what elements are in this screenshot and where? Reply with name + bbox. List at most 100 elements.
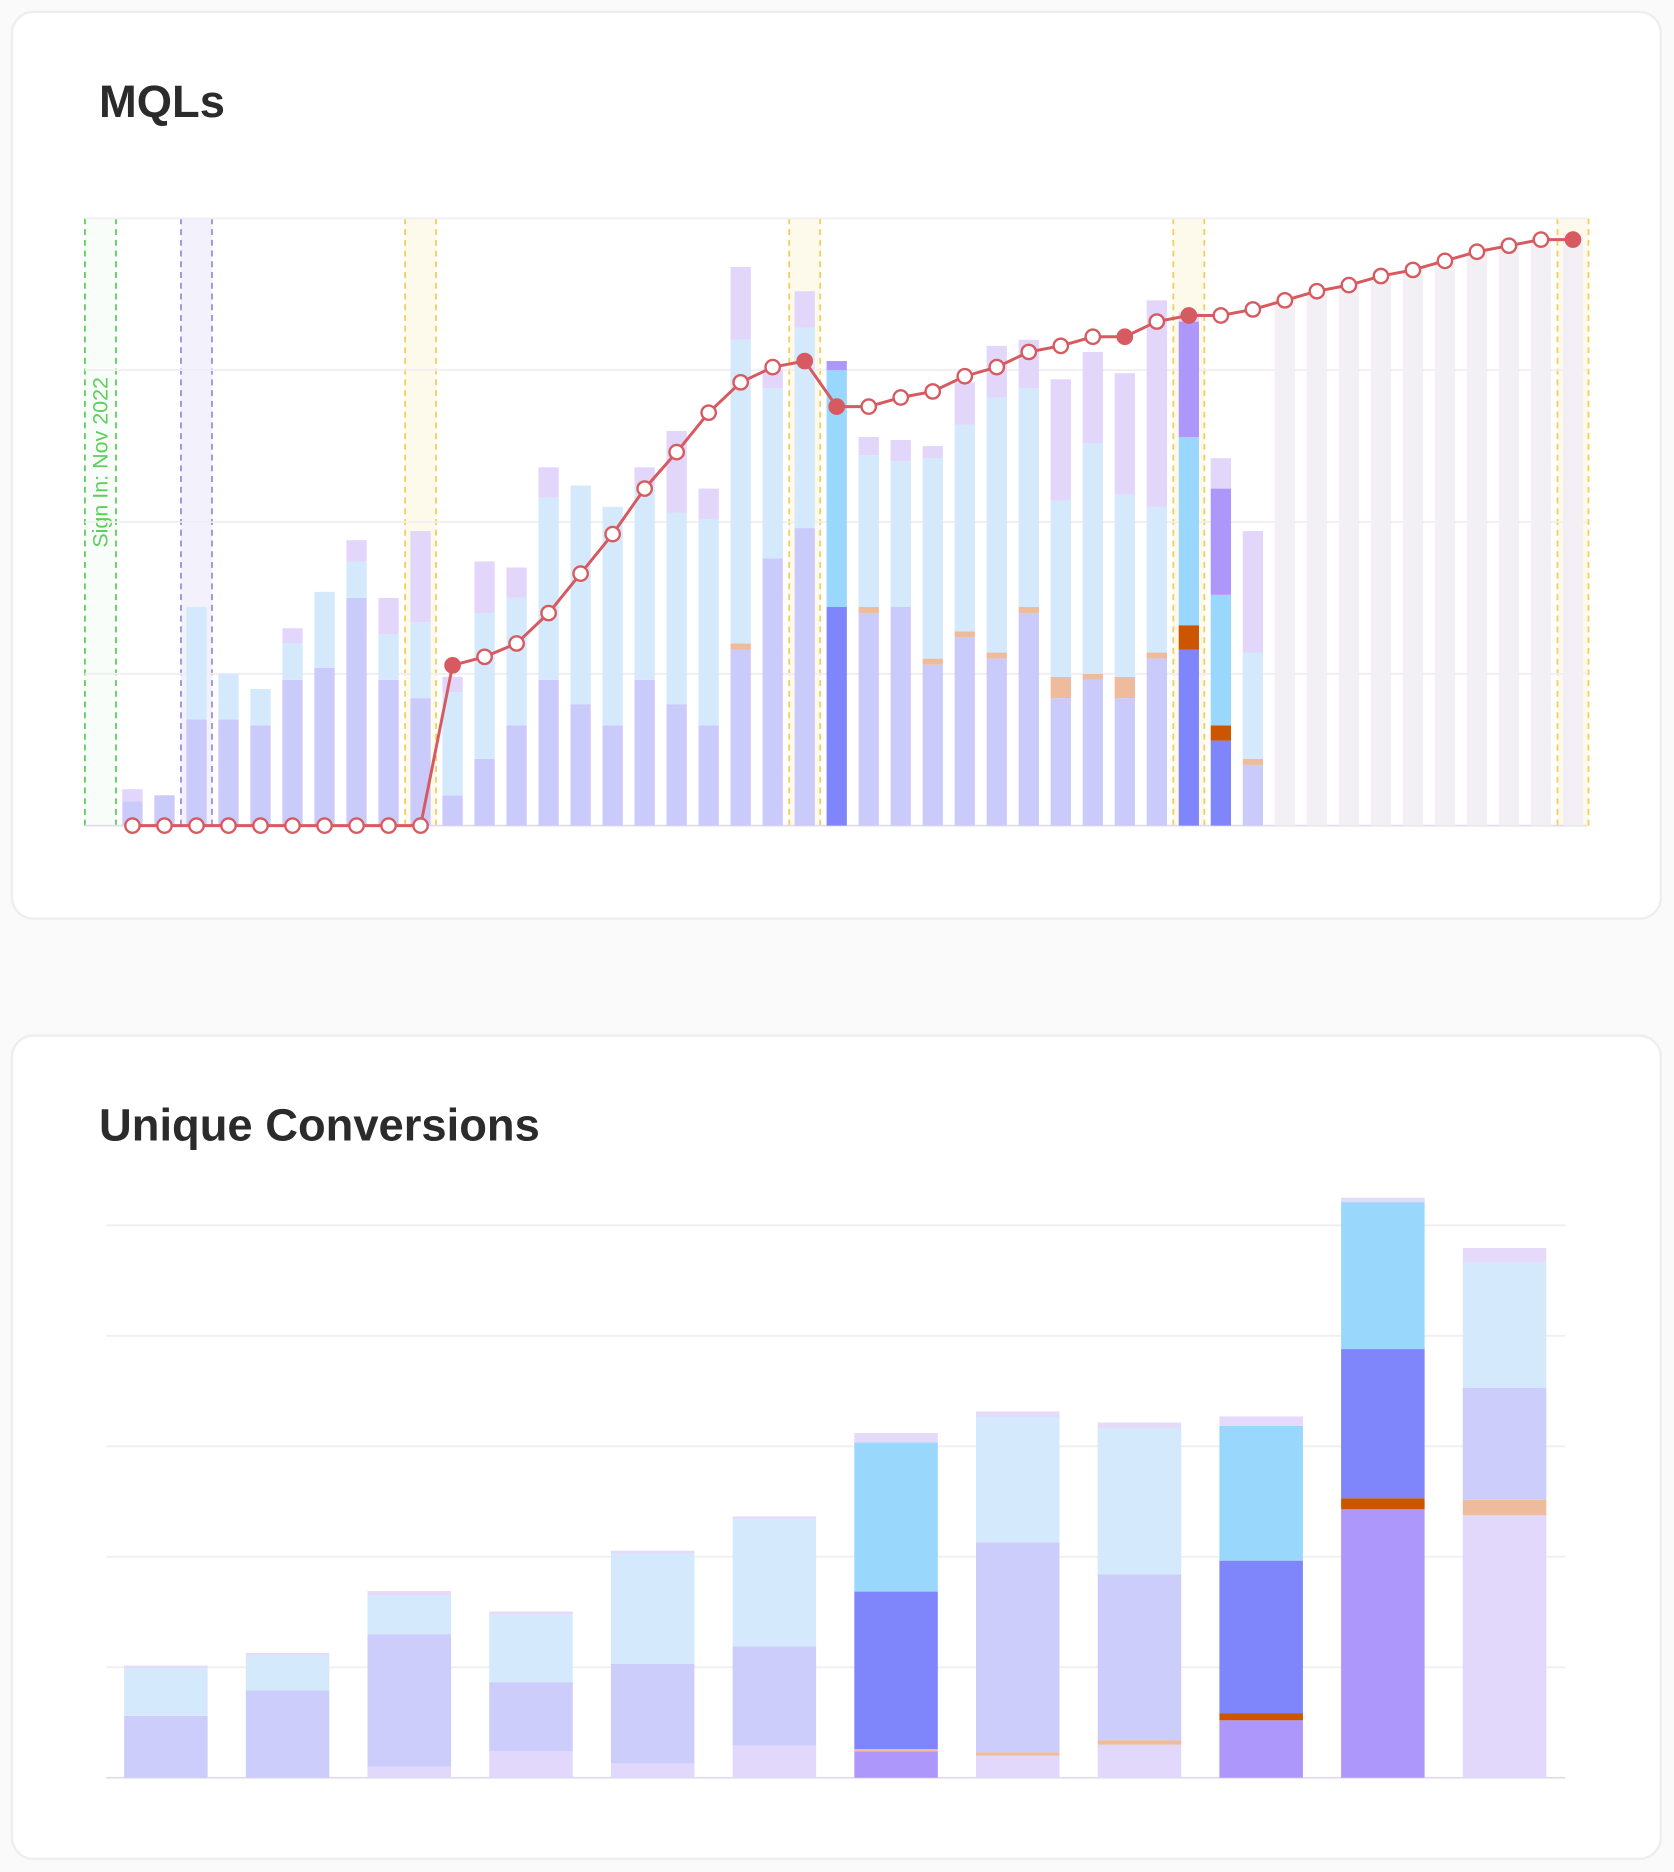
bar-segment	[538, 467, 559, 498]
bar-segment	[890, 440, 911, 462]
bar-segment	[1114, 494, 1135, 677]
line-point	[444, 656, 461, 674]
bar-segment	[730, 266, 751, 340]
bar-segment	[762, 558, 783, 826]
bar-segment	[1097, 1574, 1182, 1741]
bar-segment	[1242, 764, 1264, 826]
bar-segment	[1274, 297, 1296, 826]
bar-segment	[1462, 1515, 1547, 1778]
line-point	[1276, 291, 1294, 309]
bar-segment	[610, 1763, 695, 1778]
line	[132, 238, 1573, 828]
bar-segment	[124, 1715, 208, 1778]
bar-segment	[1178, 625, 1199, 650]
bar-segment	[1562, 233, 1584, 826]
bar-segment	[794, 528, 815, 826]
bar-segment	[1210, 594, 1231, 726]
bar-segment	[1210, 725, 1231, 741]
line-point	[380, 817, 397, 834]
bar-segment	[314, 591, 335, 668]
bar-segment	[1097, 1744, 1182, 1778]
line-point	[252, 817, 269, 834]
bar-segment	[610, 1663, 695, 1764]
bar-segment	[489, 1614, 573, 1683]
bar-segment	[954, 637, 975, 826]
bar-segment	[218, 719, 239, 826]
bar-segment	[1219, 1560, 1303, 1714]
bar-segment	[854, 1749, 938, 1752]
bar-segment	[610, 1550, 695, 1554]
bar-segment	[954, 631, 975, 638]
bar-segment	[666, 512, 687, 705]
line-point	[604, 525, 621, 543]
line-point	[1212, 307, 1230, 324]
bar-segment	[1219, 1713, 1303, 1721]
bar-segment	[410, 531, 431, 623]
line-point	[1532, 231, 1550, 248]
bar-segment	[1097, 1740, 1182, 1745]
bar-segment	[922, 458, 943, 659]
line-point	[508, 635, 525, 652]
bar-segment	[1434, 260, 1456, 826]
bar-segment	[378, 634, 399, 680]
line-point	[188, 817, 205, 834]
chart-title: MQLs	[99, 76, 225, 127]
bar-segment	[124, 1665, 208, 1669]
bar-segment	[1210, 488, 1231, 595]
line-point	[1148, 313, 1166, 330]
bar-segment	[826, 607, 847, 826]
line-point	[700, 404, 718, 422]
bar-segment	[854, 1751, 938, 1778]
bar-segment	[975, 1411, 1060, 1418]
bar-segment	[154, 795, 175, 826]
line-point	[1340, 276, 1358, 294]
bar-segment	[442, 676, 463, 693]
bar-segment	[1370, 276, 1392, 826]
bar-segment	[186, 719, 207, 826]
line-point	[1500, 237, 1518, 255]
bar-segment	[1210, 458, 1231, 489]
bar-segment	[1097, 1428, 1182, 1575]
bar-segment	[1341, 1349, 1425, 1499]
bar-segment	[890, 461, 911, 608]
line-point	[860, 398, 878, 415]
line-point	[572, 565, 589, 582]
mql-chart: Sign In: Nov 2022	[84, 217, 1590, 834]
bar-segment	[854, 1433, 938, 1443]
line-point	[284, 817, 301, 834]
bar-segment	[1338, 282, 1360, 826]
bar-segment	[538, 679, 559, 826]
bar-segment	[922, 446, 943, 459]
line-point	[412, 817, 429, 834]
bar-segment	[890, 607, 911, 826]
line-point	[828, 398, 846, 415]
bar-segment	[346, 597, 367, 826]
bar-segment	[1498, 242, 1520, 826]
bar-segment	[538, 497, 559, 680]
bar-segment	[858, 607, 879, 614]
bar-segment	[1146, 300, 1167, 507]
bar-segment	[378, 679, 399, 826]
bar-segment	[506, 597, 527, 726]
bar-segment	[1050, 698, 1071, 826]
bar-segment	[1341, 1197, 1425, 1203]
bar-segment	[634, 679, 655, 826]
bar-segment	[1530, 236, 1552, 826]
line-point	[668, 443, 686, 461]
bar-segment	[666, 704, 687, 826]
conversions-chart	[106, 1197, 1566, 1779]
line-point	[732, 373, 750, 391]
bar-segment	[986, 658, 1007, 826]
bar-segment	[1018, 613, 1039, 826]
bar-segment	[1146, 658, 1167, 826]
bar-segment	[975, 1542, 1060, 1753]
bar-segment	[854, 1591, 938, 1750]
bar-segment	[314, 667, 335, 826]
line-point	[892, 389, 910, 406]
bar-segment	[732, 1519, 817, 1647]
line-point	[1180, 307, 1198, 324]
bar-segment	[1050, 676, 1071, 699]
bar-segment	[1462, 1499, 1547, 1516]
line-point	[316, 817, 333, 834]
